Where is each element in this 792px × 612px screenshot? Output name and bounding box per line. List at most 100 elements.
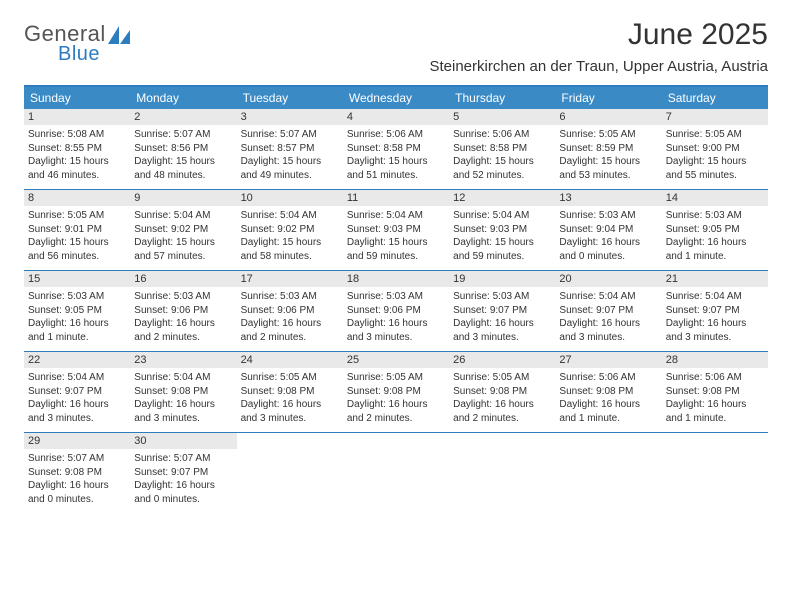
sunrise-text: Sunrise: 5:06 AM (347, 128, 445, 142)
sunset-text: Sunset: 9:08 PM (134, 385, 232, 399)
month-title: June 2025 (429, 18, 768, 52)
dayname-wednesday: Wednesday (343, 87, 449, 109)
daylight-text: Daylight: 16 hours (134, 398, 232, 412)
daylight-text: Daylight: 16 hours (666, 236, 764, 250)
daylight-text: and 55 minutes. (666, 169, 764, 183)
sunset-text: Sunset: 8:58 PM (347, 142, 445, 156)
daylight-text: Daylight: 16 hours (241, 317, 339, 331)
daylight-text: and 59 minutes. (347, 250, 445, 264)
daylight-text: Daylight: 15 hours (241, 236, 339, 250)
day-cell: 22Sunrise: 5:04 AMSunset: 9:07 PMDayligh… (24, 352, 130, 432)
daylight-text: Daylight: 16 hours (134, 317, 232, 331)
sunset-text: Sunset: 9:03 PM (347, 223, 445, 237)
daylight-text: and 58 minutes. (241, 250, 339, 264)
sunset-text: Sunset: 9:06 PM (134, 304, 232, 318)
sunrise-text: Sunrise: 5:08 AM (28, 128, 126, 142)
daylight-text: Daylight: 15 hours (347, 236, 445, 250)
day-cell: 2Sunrise: 5:07 AMSunset: 8:56 PMDaylight… (130, 109, 236, 189)
daylight-text: and 3 minutes. (559, 331, 657, 345)
week-row: 1Sunrise: 5:08 AMSunset: 8:55 PMDaylight… (24, 109, 768, 190)
day-number: 17 (237, 271, 343, 287)
sunset-text: Sunset: 9:05 PM (666, 223, 764, 237)
title-block: June 2025 Steinerkirchen an der Traun, U… (429, 18, 768, 75)
day-number: 1 (24, 109, 130, 125)
daylight-text: and 52 minutes. (453, 169, 551, 183)
sunrise-text: Sunrise: 5:06 AM (453, 128, 551, 142)
sunrise-text: Sunrise: 5:05 AM (347, 371, 445, 385)
dayname-monday: Monday (130, 87, 236, 109)
sunrise-text: Sunrise: 5:03 AM (666, 209, 764, 223)
day-cell: 21Sunrise: 5:04 AMSunset: 9:07 PMDayligh… (662, 271, 768, 351)
day-cell (237, 433, 343, 513)
daylight-text: Daylight: 15 hours (559, 155, 657, 169)
day-number: 2 (130, 109, 236, 125)
day-cell: 7Sunrise: 5:05 AMSunset: 9:00 PMDaylight… (662, 109, 768, 189)
sunset-text: Sunset: 9:07 PM (453, 304, 551, 318)
sunrise-text: Sunrise: 5:04 AM (347, 209, 445, 223)
sunrise-text: Sunrise: 5:04 AM (666, 290, 764, 304)
daylight-text: and 3 minutes. (666, 331, 764, 345)
daylight-text: and 53 minutes. (559, 169, 657, 183)
day-number: 11 (343, 190, 449, 206)
day-cell: 17Sunrise: 5:03 AMSunset: 9:06 PMDayligh… (237, 271, 343, 351)
day-cell: 4 Sunrise: 5:06 AMSunset: 8:58 PMDaylight… (343, 109, 449, 189)
sunrise-text: Sunrise: 5:04 AM (241, 209, 339, 223)
day-number: 7 (662, 109, 768, 125)
daylight-text: Daylight: 16 hours (453, 317, 551, 331)
sunset-text: Sunset: 9:08 PM (666, 385, 764, 399)
daylight-text: Daylight: 16 hours (347, 317, 445, 331)
day-cell: 28Sunrise: 5:06 AMSunset: 9:08 PMDayligh… (662, 352, 768, 432)
brand-sail-icon (108, 26, 130, 47)
day-number: 27 (555, 352, 661, 368)
day-cell: 1Sunrise: 5:08 AMSunset: 8:55 PMDaylight… (24, 109, 130, 189)
daylight-text: Daylight: 15 hours (347, 155, 445, 169)
sunset-text: Sunset: 9:02 PM (241, 223, 339, 237)
brand-logo: General Blue (24, 24, 130, 64)
day-cell (449, 433, 555, 513)
daylight-text: and 59 minutes. (453, 250, 551, 264)
sunrise-text: Sunrise: 5:04 AM (134, 371, 232, 385)
sunrise-text: Sunrise: 5:05 AM (559, 128, 657, 142)
day-number: 10 (237, 190, 343, 206)
day-cell (343, 433, 449, 513)
daylight-text: and 57 minutes. (134, 250, 232, 264)
daylight-text: Daylight: 15 hours (134, 236, 232, 250)
day-number: 29 (24, 433, 130, 449)
daylight-text: Daylight: 16 hours (559, 236, 657, 250)
day-number: 18 (343, 271, 449, 287)
daylight-text: Daylight: 15 hours (241, 155, 339, 169)
brand-blue: Blue (58, 45, 130, 64)
day-number: 21 (662, 271, 768, 287)
week-row: 22Sunrise: 5:04 AMSunset: 9:07 PMDayligh… (24, 352, 768, 433)
day-number: 4 (343, 109, 449, 125)
daylight-text: Daylight: 16 hours (134, 479, 232, 493)
daylight-text: and 1 minute. (559, 412, 657, 426)
sunset-text: Sunset: 9:06 PM (347, 304, 445, 318)
daylight-text: and 0 minutes. (134, 493, 232, 507)
day-cell: 26Sunrise: 5:05 AMSunset: 9:08 PMDayligh… (449, 352, 555, 432)
week-row: 29Sunrise: 5:07 AMSunset: 9:08 PMDayligh… (24, 433, 768, 513)
sunrise-text: Sunrise: 5:04 AM (453, 209, 551, 223)
sunset-text: Sunset: 9:05 PM (28, 304, 126, 318)
daylight-text: Daylight: 16 hours (241, 398, 339, 412)
brand-text: General Blue (24, 24, 130, 64)
sunset-text: Sunset: 8:59 PM (559, 142, 657, 156)
day-cell: 13Sunrise: 5:03 AMSunset: 9:04 PMDayligh… (555, 190, 661, 270)
daylight-text: and 3 minutes. (241, 412, 339, 426)
daylight-text: and 3 minutes. (134, 412, 232, 426)
sunset-text: Sunset: 9:04 PM (559, 223, 657, 237)
day-number: 5 (449, 109, 555, 125)
day-cell: 29Sunrise: 5:07 AMSunset: 9:08 PMDayligh… (24, 433, 130, 513)
day-cell: 23Sunrise: 5:04 AMSunset: 9:08 PMDayligh… (130, 352, 236, 432)
day-number: 25 (343, 352, 449, 368)
sunrise-text: Sunrise: 5:06 AM (559, 371, 657, 385)
day-number: 14 (662, 190, 768, 206)
daylight-text: and 51 minutes. (347, 169, 445, 183)
sunrise-text: Sunrise: 5:04 AM (28, 371, 126, 385)
sunset-text: Sunset: 9:00 PM (666, 142, 764, 156)
day-cell: 27Sunrise: 5:06 AMSunset: 9:08 PMDayligh… (555, 352, 661, 432)
day-cell: 6Sunrise: 5:05 AMSunset: 8:59 PMDaylight… (555, 109, 661, 189)
day-number: 12 (449, 190, 555, 206)
week-row: 15Sunrise: 5:03 AMSunset: 9:05 PMDayligh… (24, 271, 768, 352)
sunset-text: Sunset: 8:57 PM (241, 142, 339, 156)
